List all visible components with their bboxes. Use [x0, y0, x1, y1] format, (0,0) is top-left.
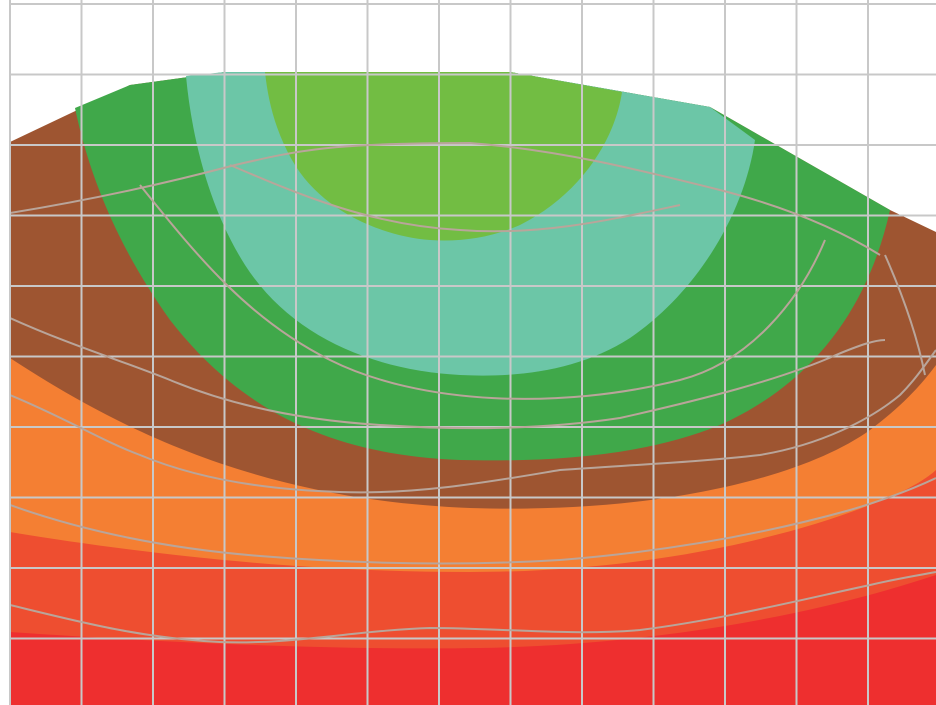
contour-lines [10, 141, 936, 644]
band-red [10, 575, 936, 705]
contour-line [10, 477, 936, 565]
contour-line [10, 349, 936, 494]
contour-line [10, 317, 886, 430]
contour-line [884, 254, 926, 376]
band-lime [265, 72, 622, 241]
contour-line [10, 141, 881, 256]
contour-line [10, 571, 936, 644]
contour-line [229, 164, 681, 233]
contour-line [139, 184, 826, 400]
